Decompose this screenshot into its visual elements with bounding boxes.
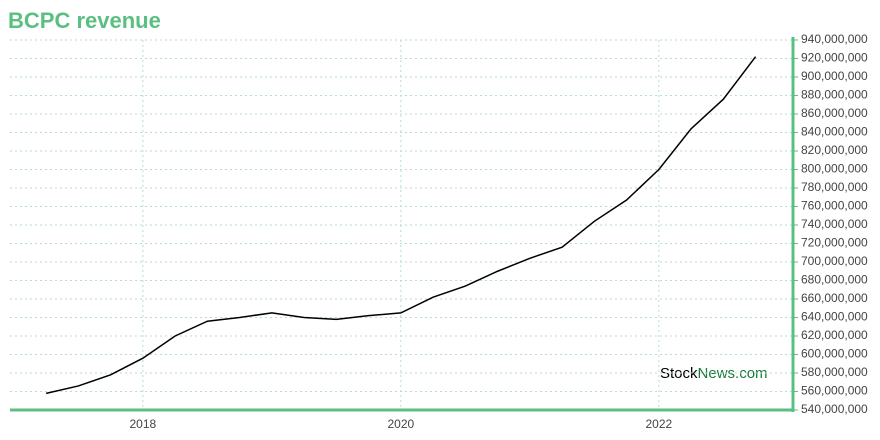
y-tick-label: 860,000,000 <box>801 106 868 120</box>
watermark-part: Stock <box>660 365 698 382</box>
y-tick-label: 720,000,000 <box>801 236 868 250</box>
y-tick-label: 780,000,000 <box>801 180 868 194</box>
y-tick-label: 700,000,000 <box>801 254 868 268</box>
y-tick-label: 760,000,000 <box>801 199 868 213</box>
x-tick-label: 2018 <box>130 417 157 431</box>
y-tick-label: 880,000,000 <box>801 88 868 102</box>
y-tick-label: 680,000,000 <box>801 273 868 287</box>
y-tick-label: 840,000,000 <box>801 125 868 139</box>
y-tick-label: 740,000,000 <box>801 217 868 231</box>
y-tick-label: 940,000,000 <box>801 32 868 46</box>
watermark: StockNews.com <box>660 365 768 382</box>
y-tick-label: 820,000,000 <box>801 143 868 157</box>
y-tick-label: 920,000,000 <box>801 51 868 65</box>
line <box>45 56 757 395</box>
x-tick-label: 2020 <box>388 417 415 431</box>
y-tick-label: 900,000,000 <box>801 69 868 83</box>
y-tick-label: 660,000,000 <box>801 291 868 305</box>
y-tick-label: 640,000,000 <box>801 310 868 324</box>
y-tick-label: 800,000,000 <box>801 162 868 176</box>
chart-title: BCPC revenue <box>8 8 161 33</box>
x-tick-label: 2022 <box>645 417 672 431</box>
y-tick-label: 600,000,000 <box>801 347 868 361</box>
y-tick-label: 560,000,000 <box>801 384 868 398</box>
y-tick-label: 580,000,000 <box>801 365 868 379</box>
y-tick-label: 620,000,000 <box>801 328 868 342</box>
watermark-part: News.com <box>698 365 768 382</box>
y-tick-label: 540,000,000 <box>801 402 868 416</box>
